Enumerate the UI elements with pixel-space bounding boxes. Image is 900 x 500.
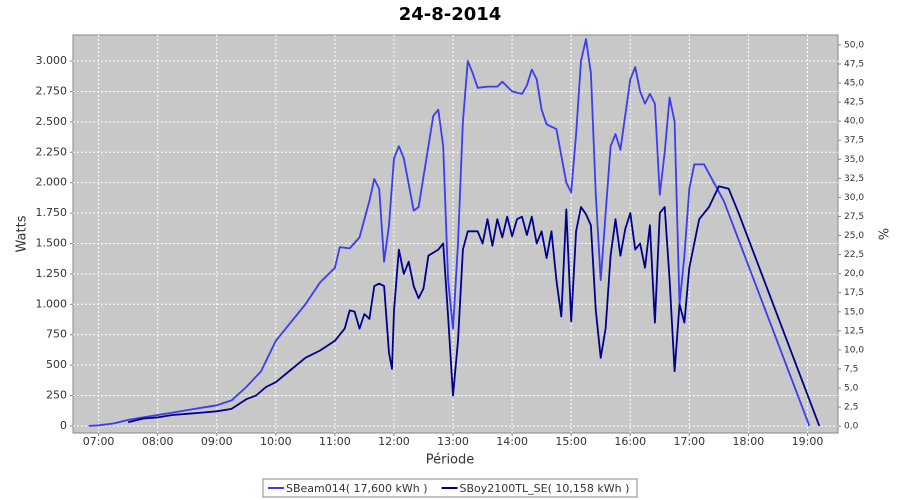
y2-tick-label: 42,5	[844, 98, 864, 108]
y2-tick-label: 32,5	[844, 174, 864, 184]
y-tick-label: 2.000	[36, 176, 68, 189]
chart-title: 24-8-2014	[399, 4, 502, 25]
y-tick-label: 1.250	[36, 267, 68, 280]
y-tick-label: 1.750	[36, 206, 68, 219]
y2-tick-label: 50,0	[844, 40, 864, 50]
x-tick-label: 08:00	[142, 435, 174, 448]
y2-tick-label: 15,0	[844, 307, 864, 317]
y2-tick-label: 0,0	[844, 422, 859, 432]
y2-tick-label: 37,5	[844, 136, 864, 146]
series-line	[88, 38, 811, 427]
x-tick-label: 19:00	[792, 435, 824, 448]
legend-label: SBoy2100TL_SE( 10,158 kWh )	[460, 482, 630, 495]
y2-tick-label: 25,0	[844, 231, 864, 241]
x-tick-label: 10:00	[260, 435, 292, 448]
y2-tick-label: 40,0	[844, 117, 864, 127]
y-tick-label: 1.000	[36, 297, 68, 310]
y-tick-label: 250	[46, 389, 67, 402]
y2-tick-label: 7,5	[844, 364, 858, 374]
y2-tick-label: 35,0	[844, 155, 864, 165]
y2-tick-label: 22,5	[844, 250, 864, 260]
y-tick-label: 3.000	[36, 54, 68, 67]
x-tick-label: 09:00	[201, 435, 233, 448]
y-tick-label: 1.500	[36, 236, 68, 249]
y-tick-label: 750	[46, 328, 67, 341]
y2-tick-label: 17,5	[844, 288, 864, 298]
y-axis-label: Watts	[15, 215, 30, 252]
x-tick-label: 16:00	[614, 435, 646, 448]
x-tick-label: 13:00	[437, 435, 469, 448]
y-tick-label: 2.500	[36, 115, 68, 128]
y2-tick-label: 30,0	[844, 193, 864, 203]
y-tick-label: 0	[60, 419, 67, 432]
x-tick-label: 14:00	[496, 435, 528, 448]
y2-tick-label: 20,0	[844, 269, 864, 279]
y2-axis-label: %	[875, 228, 890, 240]
y2-tick-label: 45,0	[844, 79, 864, 89]
legend-label: SBeam014( 17,600 kWh )	[286, 482, 428, 495]
x-tick-label: 11:00	[319, 435, 351, 448]
x-tick-label: 18:00	[733, 435, 765, 448]
x-tick-label: 17:00	[673, 435, 705, 448]
y-tick-label: 2.250	[36, 145, 68, 158]
x-tick-label: 15:00	[555, 435, 587, 448]
series-line	[127, 185, 821, 427]
y-tick-label: 2.750	[36, 84, 68, 97]
y2-tick-label: 5,0	[844, 384, 859, 394]
x-axis-label: Période	[426, 453, 475, 468]
y-tick-label: 500	[46, 358, 67, 371]
y2-tick-label: 2,5	[844, 403, 858, 413]
y2-tick-label: 47,5	[844, 59, 864, 69]
x-tick-label: 12:00	[378, 435, 410, 448]
y2-tick-label: 27,5	[844, 212, 864, 222]
y2-tick-label: 10,0	[844, 345, 864, 355]
x-tick-label: 07:00	[83, 435, 115, 448]
y2-tick-label: 12,5	[844, 326, 864, 336]
